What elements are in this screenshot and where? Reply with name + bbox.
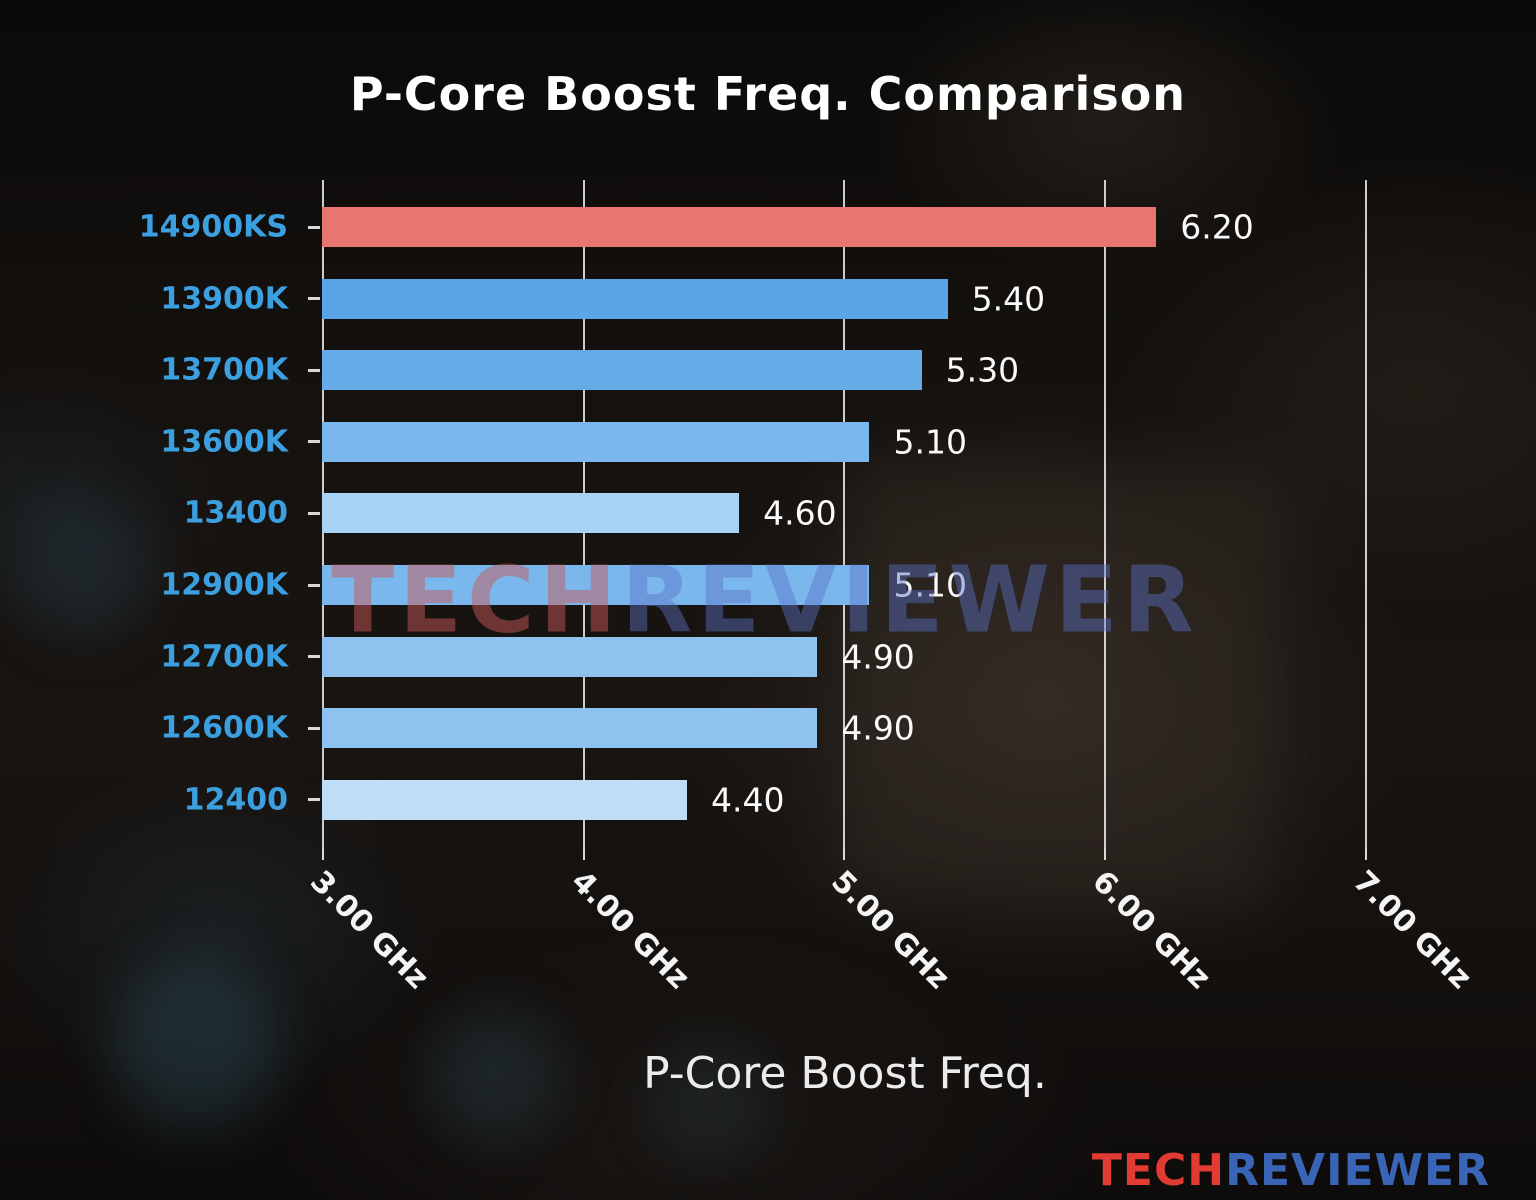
- background-bokeh-circle: [430, 1010, 560, 1140]
- y-tick-mark: [308, 583, 320, 587]
- value-label: 4.90: [841, 637, 915, 677]
- plot-area: 3.00 GHz 4.00 GHz 5.00 GHz 6.00 GHz 7.00 GHz…: [303, 180, 1478, 996]
- x-gridline: [843, 180, 846, 848]
- value-label: 5.30: [945, 350, 1020, 390]
- bar: [322, 565, 870, 605]
- x-gridline: [1364, 180, 1367, 848]
- value-label: 4.40: [710, 780, 785, 820]
- background-bokeh-circle: [14, 500, 154, 640]
- x-axis-label: P-Core Boost Freq.: [643, 1048, 1047, 1099]
- category-label: 13600K: [160, 424, 288, 460]
- bar: [322, 278, 948, 319]
- background-bokeh-circle: [650, 1040, 770, 1160]
- y-tick-mark: [308, 297, 320, 301]
- x-tick-mark: [1104, 848, 1107, 860]
- logo-reviewer: REVIEWER: [1225, 1145, 1490, 1196]
- y-tick-mark: [308, 726, 320, 730]
- category-label: 13400: [183, 495, 288, 531]
- value-label: 5.10: [893, 422, 967, 462]
- value-label: 6.20: [1180, 207, 1254, 247]
- techreviewer-logo: TECHREVIEWER: [1092, 1145, 1490, 1196]
- category-label: 13900K: [160, 281, 288, 317]
- value-label: 5.10: [893, 565, 967, 605]
- category-label: 14900KS: [138, 209, 288, 245]
- bar: [322, 708, 818, 749]
- y-tick-mark: [308, 440, 320, 444]
- bar: [322, 493, 740, 534]
- bar-highlight: [322, 207, 1157, 247]
- value-label: 4.90: [841, 708, 915, 748]
- category-label: 12400: [183, 782, 288, 818]
- logo-tech: TECH: [1091, 1145, 1226, 1196]
- x-tick-mark: [843, 848, 846, 860]
- category-label: 12600K: [160, 710, 288, 746]
- bar: [322, 779, 687, 820]
- bar: [322, 421, 870, 462]
- x-tick-mark: [582, 848, 585, 860]
- category-label: 12900K: [160, 567, 288, 603]
- y-tick-mark: [308, 511, 320, 515]
- y-tick-mark: [308, 368, 320, 372]
- bar: [322, 636, 818, 677]
- value-label: 5.40: [971, 279, 1046, 319]
- category-label: 12700K: [160, 639, 288, 675]
- x-tick-mark: [322, 848, 324, 860]
- background-bokeh-circle: [110, 960, 280, 1130]
- y-tick-mark: [308, 225, 320, 229]
- y-tick-mark: [308, 655, 320, 659]
- category-labels: 14900KS 13900K 13700K 13600K 13400 12900K 1270…: [0, 180, 322, 848]
- x-tick-mark: [1364, 848, 1367, 860]
- chart-title: P-Core Boost Freq. Comparison: [349, 66, 1187, 121]
- category-label: 13700K: [160, 352, 288, 388]
- y-tick-mark: [308, 798, 320, 802]
- x-gridline: [1104, 180, 1107, 848]
- value-label: 4.60: [763, 493, 837, 533]
- bar: [322, 350, 922, 391]
